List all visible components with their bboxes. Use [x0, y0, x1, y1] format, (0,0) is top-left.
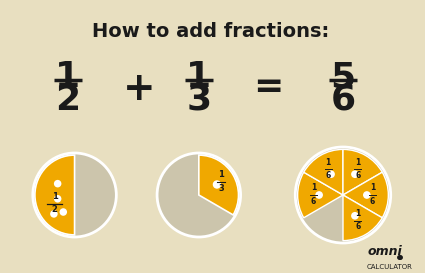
- Circle shape: [50, 210, 58, 218]
- Text: 1: 1: [370, 183, 375, 192]
- Wedge shape: [343, 149, 382, 195]
- Text: 2: 2: [51, 206, 57, 215]
- Text: How to add fractions:: How to add fractions:: [92, 22, 329, 41]
- Text: 1: 1: [218, 170, 224, 179]
- Wedge shape: [343, 195, 382, 241]
- Text: +: +: [123, 70, 156, 108]
- Text: 6: 6: [355, 171, 360, 180]
- Text: 6: 6: [326, 171, 331, 180]
- Text: 1: 1: [311, 183, 316, 192]
- Wedge shape: [35, 155, 74, 235]
- Text: =: =: [253, 70, 283, 104]
- Circle shape: [33, 153, 116, 237]
- Text: 3: 3: [218, 184, 224, 193]
- Text: 6: 6: [355, 222, 360, 231]
- Circle shape: [157, 153, 241, 237]
- Circle shape: [213, 180, 221, 189]
- Text: 1: 1: [355, 158, 360, 167]
- Text: 1: 1: [186, 60, 211, 94]
- Text: omni: omni: [368, 245, 402, 258]
- Text: 5: 5: [330, 60, 356, 94]
- Circle shape: [54, 180, 61, 188]
- Wedge shape: [304, 149, 343, 195]
- Text: 1: 1: [55, 60, 80, 94]
- Text: 6: 6: [370, 197, 375, 206]
- Text: 3: 3: [186, 83, 211, 117]
- Wedge shape: [199, 155, 238, 215]
- Text: 6: 6: [330, 83, 356, 117]
- Circle shape: [54, 195, 61, 203]
- Text: 2: 2: [55, 83, 80, 117]
- Circle shape: [363, 191, 371, 199]
- Text: 6: 6: [311, 197, 316, 206]
- Circle shape: [295, 147, 391, 243]
- Text: 1: 1: [51, 192, 57, 201]
- Circle shape: [351, 212, 359, 219]
- Circle shape: [315, 191, 323, 199]
- Wedge shape: [298, 172, 343, 218]
- Text: 1: 1: [326, 158, 331, 167]
- Circle shape: [60, 208, 67, 216]
- Circle shape: [327, 170, 335, 178]
- Text: CALCULATOR: CALCULATOR: [367, 264, 413, 270]
- Circle shape: [351, 170, 359, 178]
- Text: 1: 1: [355, 209, 360, 218]
- Wedge shape: [343, 172, 388, 218]
